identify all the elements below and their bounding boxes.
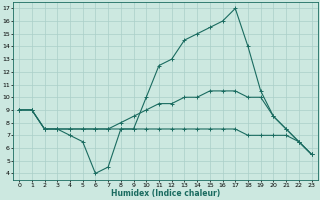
X-axis label: Humidex (Indice chaleur): Humidex (Indice chaleur): [111, 189, 220, 198]
